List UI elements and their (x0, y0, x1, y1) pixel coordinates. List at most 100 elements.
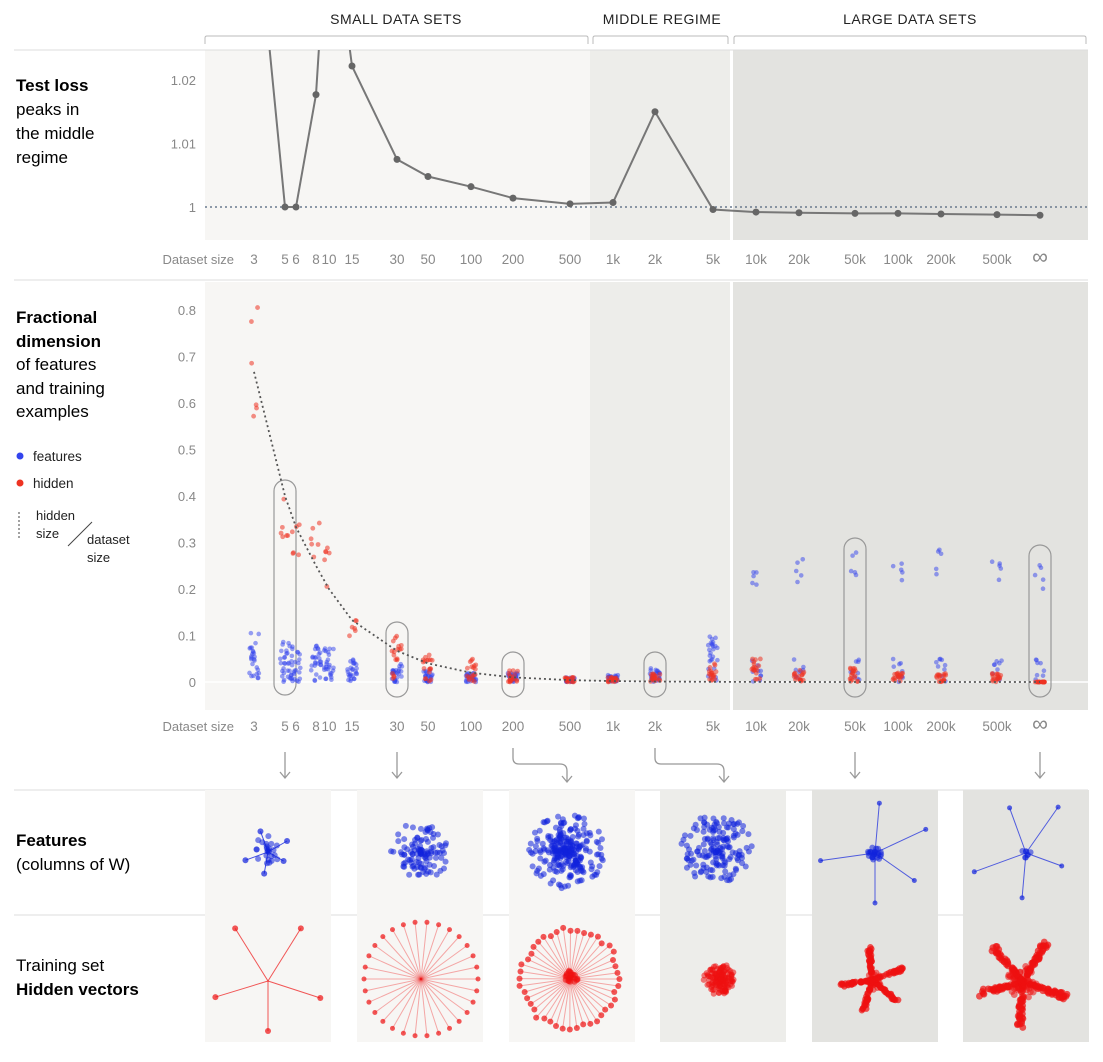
features-point (795, 579, 800, 585)
hidden-3-point (518, 961, 525, 968)
hidden-point (708, 669, 714, 674)
hidden-point (651, 672, 657, 677)
features-2-point (430, 830, 437, 837)
features-point (395, 670, 400, 676)
features-2-point (438, 854, 445, 861)
hidden-6-point (996, 954, 1004, 962)
features-5-point (923, 826, 929, 832)
features-4-point (697, 869, 704, 876)
features-3-point (557, 831, 564, 838)
features-4-point (709, 867, 716, 874)
hidden-point (423, 654, 428, 660)
features-4-point (700, 841, 707, 848)
hidden-point (852, 675, 858, 681)
legend-ratio-bottom-1: dataset (87, 532, 130, 547)
loss-point-20 (1036, 211, 1044, 219)
hidden-2-spoke (414, 922, 422, 980)
hidden-3-point (567, 927, 574, 934)
features-point (991, 662, 997, 668)
hidden-point (316, 520, 322, 526)
features-1-point (274, 856, 281, 863)
features-4-point (703, 864, 710, 871)
hidden-3-spoke (562, 978, 571, 1029)
dim-x-tick-9: 200 (502, 719, 525, 734)
features-point (253, 640, 258, 646)
features-point (281, 666, 286, 671)
features-point (281, 670, 287, 676)
features-point (294, 678, 300, 684)
highlight-outline-3 (643, 651, 667, 698)
features-2-point (423, 835, 430, 842)
features-2-point (433, 871, 440, 878)
features-2-point (415, 859, 422, 866)
features-2-point (405, 856, 412, 863)
features-point (934, 659, 939, 665)
dim-panel-title-1: Fractional (16, 308, 97, 327)
features-6-spoke (974, 852, 1027, 873)
loss-panel-title: Test loss (16, 76, 88, 95)
hidden-3-spoke (521, 963, 571, 980)
hidden-3-point (553, 1022, 560, 1029)
hidden-6-point (1019, 1024, 1027, 1031)
features-3-point (589, 863, 596, 870)
features-4-point (707, 839, 714, 846)
features-point (758, 668, 764, 674)
hidden-3-point (610, 948, 617, 955)
hidden-2-spoke (420, 978, 428, 1036)
features-point (791, 657, 797, 662)
hidden-3-spoke (569, 978, 584, 1025)
features-3-point (572, 822, 579, 829)
hidden-point (285, 533, 291, 538)
hidden-2-spoke (365, 966, 422, 980)
features-point (1040, 673, 1046, 678)
features-3-point (561, 846, 568, 853)
hidden-3-point (608, 1002, 615, 1009)
features-6-spoke (1025, 852, 1062, 867)
features-2-point (427, 869, 434, 876)
hidden-3-point (540, 933, 547, 940)
hidden-point (391, 652, 397, 658)
loss-x-tick-15: 20k (788, 252, 810, 267)
features-point (710, 644, 716, 649)
features-point (316, 656, 322, 661)
features-point (292, 668, 297, 674)
features-point (277, 656, 283, 662)
hidden-point (308, 536, 314, 542)
hidden-3-point (533, 1014, 540, 1021)
features-point (708, 650, 713, 656)
features-point (308, 667, 314, 673)
hidden-point (391, 673, 397, 679)
features-4-point (680, 836, 687, 843)
arrows (279, 748, 1046, 784)
features-point (316, 651, 322, 657)
dim-x-tick-5: 15 (344, 719, 359, 734)
hidden-2-spoke (420, 978, 468, 1013)
features-3-point (569, 845, 576, 852)
features-point (317, 675, 323, 680)
hidden-3-point (574, 927, 581, 934)
features-3-point (568, 872, 575, 879)
dim-x-tick-20: ∞ (1032, 711, 1048, 736)
features-2-point (388, 848, 395, 855)
features-4-point (709, 873, 716, 880)
features-3-point (547, 880, 554, 887)
features-3-point (565, 858, 572, 865)
features-point (994, 659, 999, 664)
loss-x-tick-17: 100k (883, 252, 913, 267)
features-3-point (555, 813, 562, 820)
features-3-point (579, 841, 586, 848)
features-point (705, 642, 711, 648)
regime-middle-label: MIDDLE REGIME (603, 11, 722, 27)
features-1-point (284, 838, 291, 844)
hidden-2-point (464, 1010, 470, 1016)
features-point (942, 667, 947, 672)
hidden-2-point (366, 953, 372, 959)
features-2-point (417, 825, 424, 832)
features-3-point (550, 864, 557, 871)
hidden-3-point (573, 1024, 580, 1031)
features-point (751, 573, 756, 579)
hidden-4-point (707, 966, 714, 973)
hidden-point (713, 669, 719, 675)
features-point (899, 577, 905, 583)
hidden-3-point (541, 1015, 548, 1022)
